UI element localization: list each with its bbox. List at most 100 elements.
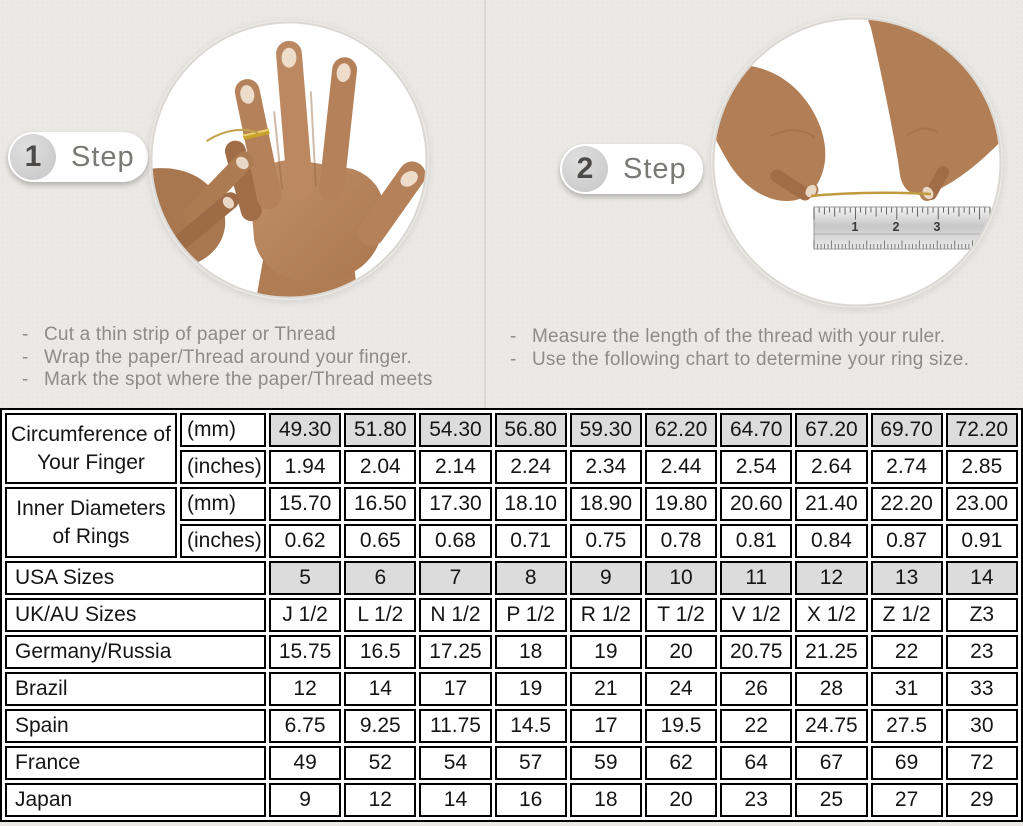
value-cell: 19.5 xyxy=(644,709,718,743)
ruler-ticks-top xyxy=(813,207,991,220)
size-chart-table: Circumference of Your Finger (mm) 49.30 51.… xyxy=(0,408,1023,822)
value-cell: 72 xyxy=(945,746,1018,780)
row-label: Germany/Russia xyxy=(5,635,266,669)
value-cell: 62.20 xyxy=(644,413,718,447)
step-1-photo xyxy=(149,20,429,300)
value-cell: 51.80 xyxy=(344,413,417,447)
value-cell: 54.30 xyxy=(419,413,492,447)
value-cell: 2.24 xyxy=(494,450,567,484)
unit-cell: (inches) xyxy=(180,524,266,558)
value-cell: 23 xyxy=(720,783,793,817)
ruler-icon: 1 2 3 xyxy=(813,206,991,250)
value-cell: 16.50 xyxy=(344,487,417,521)
instruction-text: Measure the length of the thread with yo… xyxy=(532,326,946,347)
value-cell: 12 xyxy=(795,561,868,595)
table-row: UK/AU Sizes J 1/2 L 1/2 N 1/2 P 1/2 R 1/2 T 1/… xyxy=(5,598,1018,632)
bullet-dash: - xyxy=(510,326,517,347)
value-cell: 0.78 xyxy=(644,524,718,558)
instructions-section: 1 Step xyxy=(0,0,1023,408)
value-cell: 16 xyxy=(494,783,567,817)
value-cell: 72.20 xyxy=(945,413,1018,447)
instruction-item: - Mark the spot where the paper/Thread m… xyxy=(22,369,482,392)
value-cell: Z3 xyxy=(945,598,1018,632)
instruction-text: Cut a thin strip of paper or Thread xyxy=(44,324,336,345)
value-cell: 26 xyxy=(720,672,793,706)
section-divider xyxy=(484,0,486,408)
value-cell: 16.5 xyxy=(344,635,417,669)
value-cell: 19.80 xyxy=(644,487,718,521)
table-row: Inner Diameters of Rings (mm) 15.70 16.50 17… xyxy=(5,487,1018,558)
value-cell: 0.87 xyxy=(870,524,943,558)
step-2-badge: 2 Step xyxy=(560,144,703,194)
table-row: (inches) 0.62 0.65 0.68 0.71 0.75 0.78 0.81 0.84… xyxy=(5,524,1018,558)
value-cell: 64.70 xyxy=(720,413,793,447)
step-1-number: 1 xyxy=(24,140,42,173)
value-cell: 1.94 xyxy=(269,450,342,484)
value-cell: 17 xyxy=(419,672,492,706)
value-cell: 2.64 xyxy=(795,450,868,484)
row-label: Spain xyxy=(5,709,266,743)
value-cell: 24.75 xyxy=(795,709,868,743)
table-row: Germany/Russia 15.75 16.5 17.25 18 19 20 20.75 2… xyxy=(5,635,1018,669)
ruler-measure-photo-icon: 1 2 3 xyxy=(712,17,1002,307)
step-2-number-circle: 2 xyxy=(562,146,608,192)
instruction-item: - Measure the length of the thread with … xyxy=(510,326,1020,349)
ruler-number: 2 xyxy=(893,220,900,234)
value-cell: 0.71 xyxy=(494,524,567,558)
step-1-badge: 1 Step xyxy=(8,132,148,182)
thread-icon xyxy=(206,128,259,142)
step-2-photo: 1 2 3 xyxy=(711,16,1003,308)
row-label: Brazil xyxy=(5,672,266,706)
table-row: France 49 52 54 57 59 62 64 67 69 72 xyxy=(5,746,1018,780)
row-label: USA Sizes xyxy=(5,561,266,595)
instruction-item: - Use the following chart to determine y… xyxy=(510,349,1020,372)
value-cell: 20.75 xyxy=(720,635,793,669)
value-cell: 15.70 xyxy=(269,487,342,521)
bullet-dash: - xyxy=(22,346,29,368)
unit-cell: (mm) xyxy=(180,413,266,447)
ruler-number: 1 xyxy=(852,220,859,234)
value-cell: 0.84 xyxy=(795,524,868,558)
value-cell: 2.74 xyxy=(870,450,943,484)
value-cell: 12 xyxy=(344,783,417,817)
table-row: Japan 9 12 14 16 18 20 23 25 27 29 xyxy=(5,783,1018,817)
value-cell: 49 xyxy=(269,746,342,780)
value-cell: 10 xyxy=(644,561,718,595)
value-cell: 56.80 xyxy=(494,413,567,447)
value-cell: 25 xyxy=(795,783,868,817)
value-cell: J 1/2 xyxy=(269,598,342,632)
value-cell: 17.30 xyxy=(419,487,492,521)
value-cell: 31 xyxy=(870,672,943,706)
value-cell: 17 xyxy=(569,709,642,743)
value-cell: 23 xyxy=(945,635,1018,669)
step-2-label: Step xyxy=(623,152,687,185)
value-cell: 22.20 xyxy=(870,487,943,521)
value-cell: 20 xyxy=(644,783,718,817)
value-cell: 2.85 xyxy=(945,450,1018,484)
value-cell: 18 xyxy=(494,635,567,669)
value-cell: 2.14 xyxy=(419,450,492,484)
value-cell: 22 xyxy=(870,635,943,669)
table-row: USA Sizes 5 6 7 8 9 10 11 12 13 14 xyxy=(5,561,1018,595)
value-cell: 21.40 xyxy=(795,487,868,521)
step-2-number: 2 xyxy=(576,152,594,185)
value-cell: N 1/2 xyxy=(419,598,492,632)
value-cell: 21 xyxy=(569,672,642,706)
value-cell: 20 xyxy=(644,635,718,669)
value-cell: R 1/2 xyxy=(569,598,642,632)
value-cell: 57 xyxy=(494,746,567,780)
value-cell: 2.44 xyxy=(644,450,718,484)
table-row: Circumference of Your Finger (mm) 49.30 51.… xyxy=(5,413,1018,484)
table-row: Spain 6.75 9.25 11.75 14.5 17 19.5 22 24.75 27.5 3… xyxy=(5,709,1018,743)
value-cell: 2.54 xyxy=(720,450,793,484)
value-cell: 2.34 xyxy=(569,450,642,484)
value-cell: 14 xyxy=(945,561,1018,595)
step-1-number-circle: 1 xyxy=(10,134,56,180)
value-cell: 19 xyxy=(569,635,642,669)
table-row: Brazil 12 14 17 19 21 24 26 28 31 33 xyxy=(5,672,1018,706)
row-label: UK/AU Sizes xyxy=(5,598,266,632)
row-label: Japan xyxy=(5,783,266,817)
value-cell: 24 xyxy=(644,672,718,706)
value-cell: 15.75 xyxy=(269,635,342,669)
value-cell: L 1/2 xyxy=(344,598,417,632)
